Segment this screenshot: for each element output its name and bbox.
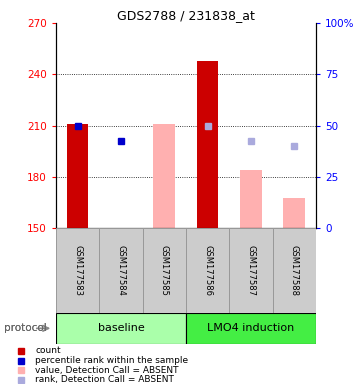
Bar [99, 228, 143, 313]
Title: GDS2788 / 231838_at: GDS2788 / 231838_at [117, 9, 255, 22]
Bar [283, 198, 305, 228]
Text: protocol: protocol [4, 323, 46, 333]
Bar [197, 61, 218, 228]
Text: rank, Detection Call = ABSENT: rank, Detection Call = ABSENT [35, 376, 174, 384]
Bar [56, 228, 99, 313]
Bar [229, 228, 273, 313]
Bar [186, 228, 229, 313]
Text: LMO4 induction: LMO4 induction [207, 323, 295, 333]
Bar [143, 228, 186, 313]
Text: count: count [35, 346, 61, 356]
Text: GSM177587: GSM177587 [247, 245, 255, 296]
Text: percentile rank within the sample: percentile rank within the sample [35, 356, 188, 365]
Bar [240, 170, 262, 228]
Text: baseline: baseline [97, 323, 144, 333]
Text: protocol: protocol [4, 323, 46, 333]
Text: GSM177586: GSM177586 [203, 245, 212, 296]
Text: value, Detection Call = ABSENT: value, Detection Call = ABSENT [35, 366, 179, 375]
Text: GSM177585: GSM177585 [160, 245, 169, 296]
Bar [186, 313, 316, 344]
Bar [153, 124, 175, 228]
Bar [67, 124, 88, 228]
Text: GSM177584: GSM177584 [117, 245, 125, 296]
Bar [273, 228, 316, 313]
Bar [56, 313, 186, 344]
Text: GSM177583: GSM177583 [73, 245, 82, 296]
Text: GSM177588: GSM177588 [290, 245, 299, 296]
